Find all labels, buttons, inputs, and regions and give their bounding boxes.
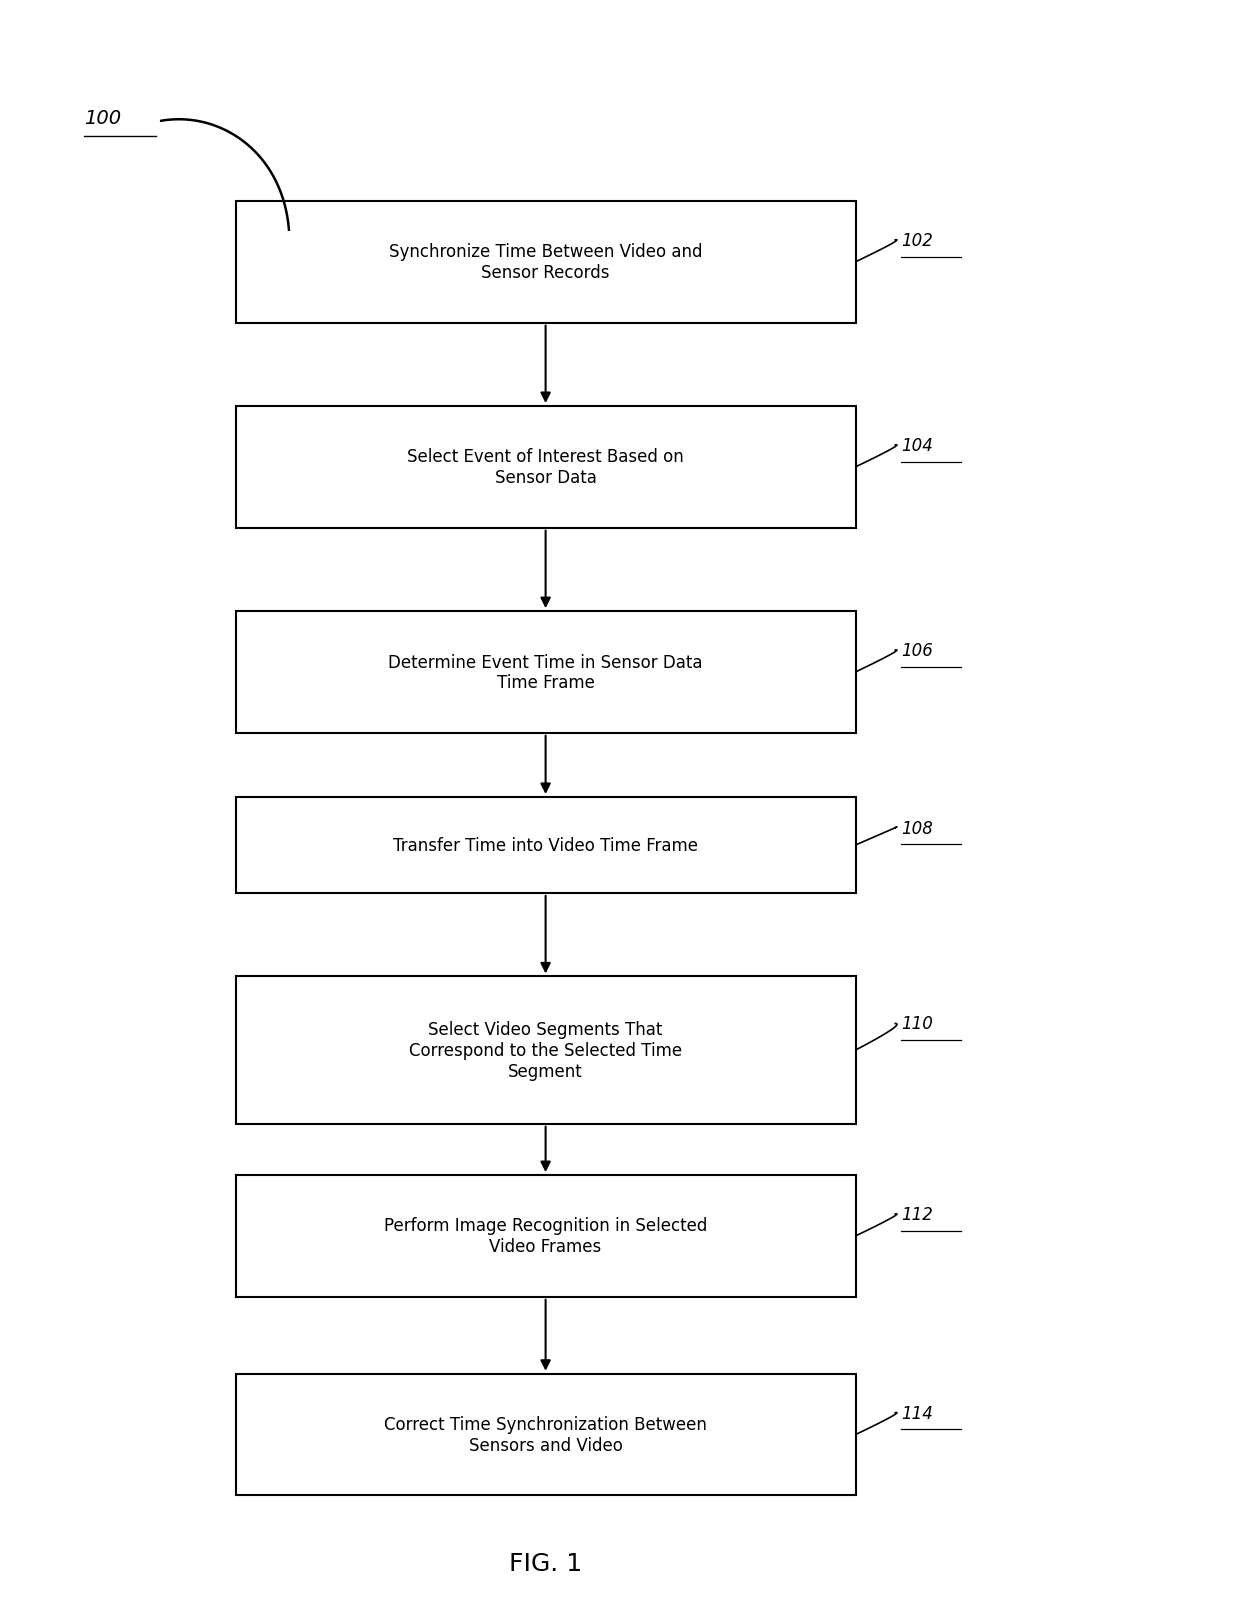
FancyBboxPatch shape <box>236 1374 856 1496</box>
Text: Select Event of Interest Based on
Sensor Data: Select Event of Interest Based on Sensor… <box>407 449 684 487</box>
Text: Transfer Time into Video Time Frame: Transfer Time into Video Time Frame <box>393 836 698 854</box>
Text: 110: 110 <box>901 1015 934 1033</box>
Text: 108: 108 <box>901 820 934 838</box>
Text: 100: 100 <box>84 108 122 128</box>
FancyBboxPatch shape <box>236 797 856 894</box>
Text: 104: 104 <box>901 437 934 455</box>
Text: Determine Event Time in Sensor Data
Time Frame: Determine Event Time in Sensor Data Time… <box>388 654 703 692</box>
FancyBboxPatch shape <box>236 612 856 733</box>
FancyBboxPatch shape <box>236 202 856 323</box>
Text: 112: 112 <box>901 1206 934 1223</box>
Text: Synchronize Time Between Video and
Sensor Records: Synchronize Time Between Video and Senso… <box>389 244 702 282</box>
Text: Correct Time Synchronization Between
Sensors and Video: Correct Time Synchronization Between Sen… <box>384 1415 707 1454</box>
Text: 102: 102 <box>901 232 934 250</box>
FancyBboxPatch shape <box>236 407 856 528</box>
Text: 114: 114 <box>901 1404 934 1422</box>
Text: 106: 106 <box>901 642 934 660</box>
FancyBboxPatch shape <box>236 1175 856 1298</box>
Text: Perform Image Recognition in Selected
Video Frames: Perform Image Recognition in Selected Vi… <box>384 1217 707 1256</box>
Text: FIG. 1: FIG. 1 <box>510 1551 582 1575</box>
Text: Select Video Segments That
Correspond to the Selected Time
Segment: Select Video Segments That Correspond to… <box>409 1020 682 1080</box>
FancyBboxPatch shape <box>236 976 856 1123</box>
